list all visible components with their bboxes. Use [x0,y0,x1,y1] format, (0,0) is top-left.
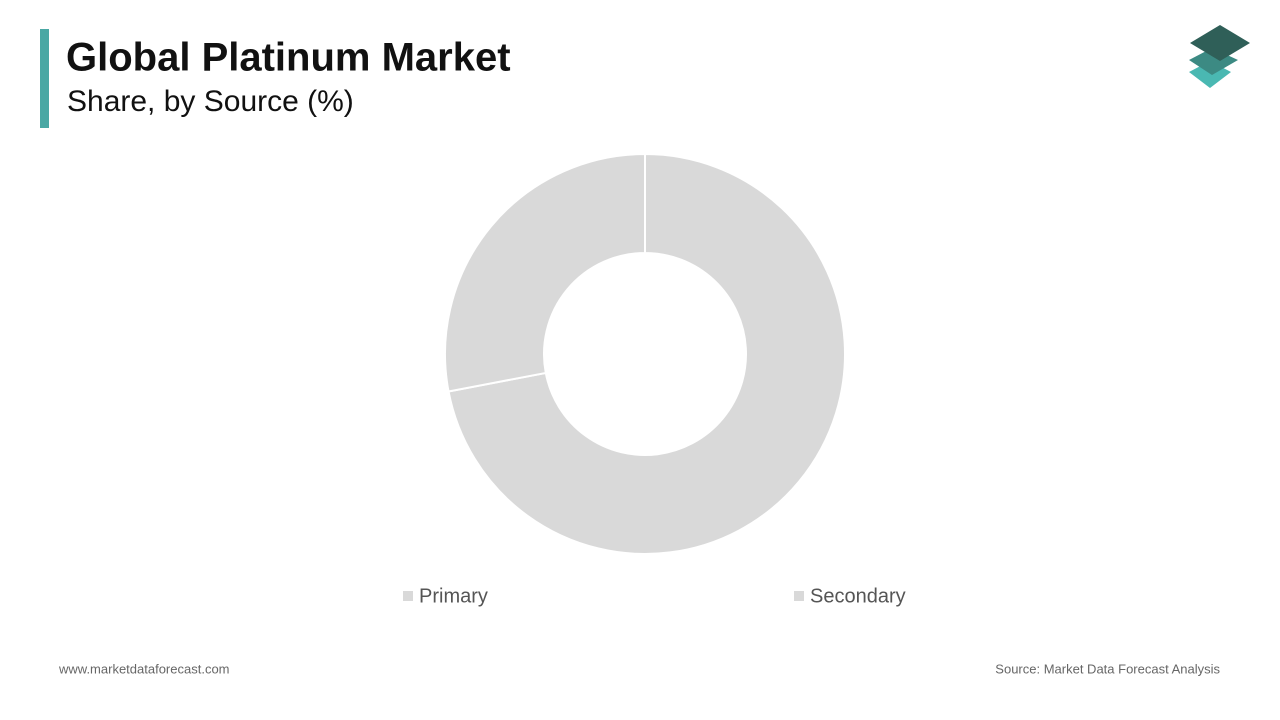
website: www.marketdataforecast.com [58,661,230,676]
donut-slice [447,152,846,555]
source: Source: Market Data Forecast Analysis [995,661,1220,676]
chart-title: Global Platinum Market [66,36,511,80]
title-accent [40,29,49,128]
chart-subtitle: Share, by Source (%) [67,85,354,118]
legend-label: Primary [419,585,488,607]
donut-slice [444,152,646,393]
legend-label: Secondary [810,585,906,607]
legend-swatch [403,591,413,601]
legend-swatch [794,591,804,601]
logo [1189,25,1250,88]
